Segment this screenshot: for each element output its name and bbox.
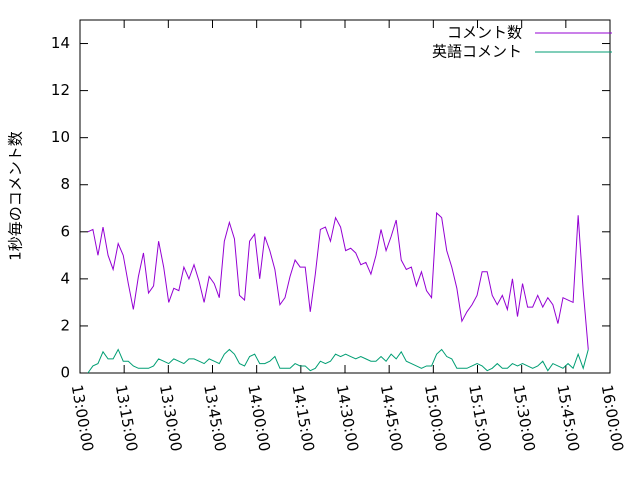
y-tick-label: 12 [51,81,70,99]
x-tick-label: 13:45:00 [200,383,229,452]
plot-border [79,19,611,374]
series-line [87,211,589,350]
y-tick-label: 4 [60,269,70,287]
x-tick-label: 13:15:00 [112,383,141,452]
y-axis-label: 1秒毎のコメント数 [7,131,25,261]
y-tick-label: 10 [51,128,70,146]
x-tick-label: 15:15:00 [465,383,494,452]
y-tick-label: 6 [60,222,70,240]
x-tick-label: 13:30:00 [156,383,185,452]
y-tick-label: 0 [60,364,70,382]
x-tick-label: 15:30:00 [509,383,538,452]
x-tick-label: 16:00:00 [598,383,627,452]
series-line [87,348,589,374]
y-tick-label: 2 [60,316,70,334]
x-tick-label: 13:00:00 [68,383,97,452]
x-tick-label: 14:30:00 [333,383,362,452]
legend-label: コメント数 [447,24,522,42]
x-tick-label: 14:15:00 [288,383,317,452]
y-tick-label: 14 [51,34,70,52]
legend-label: 英語コメント [432,43,522,61]
x-tick-label: 14:00:00 [244,383,273,452]
y-tick-label: 8 [60,175,70,193]
x-tick-label: 14:45:00 [377,383,406,452]
x-tick-label: 15:00:00 [421,383,450,452]
x-tick-label: 15:45:00 [553,383,582,452]
